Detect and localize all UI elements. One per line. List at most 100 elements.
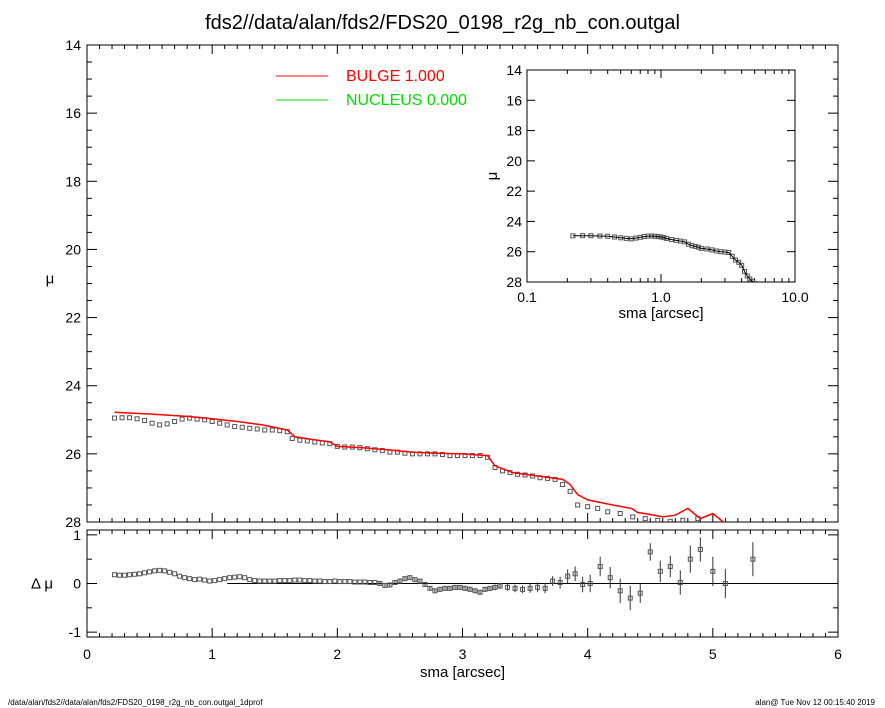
residual-point [347,579,353,585]
residual-point [467,586,473,592]
residual-point [127,572,133,578]
residual-point [167,569,173,575]
residual-point [422,581,428,587]
x-tick-label: 0 [83,646,91,662]
data-point [560,482,566,488]
inset-y-axis-label: μ [484,172,501,181]
data-point [667,518,673,522]
residual-point [557,580,563,586]
inset-data-point [744,273,750,279]
residual-point [710,568,716,574]
residual-point [397,578,403,584]
residual-point [412,577,418,583]
residual-point [487,585,493,591]
inset-y-tick-label: 14 [506,62,522,78]
inset-x-tick-label: 1.0 [651,289,671,305]
data-point [605,509,611,515]
residual-y-axis-label: Δ μ [31,576,53,593]
residual-point [312,578,318,584]
x-tick-label: 3 [459,646,467,662]
residual-point [192,577,198,583]
residual-point [242,575,248,581]
inset-data-point [739,262,745,268]
inset-data-point [742,268,748,274]
x-tick-label: 6 [834,646,842,662]
residual-point [432,588,438,594]
data-point [585,504,591,510]
data-point [157,422,163,428]
footer-right: alan@ Tue Nov 12 00:15:40 2019 [755,698,875,707]
residual-point [132,571,138,577]
residual-point [647,549,653,555]
inset-y-tick-label: 18 [506,123,522,139]
residual-point [457,584,463,590]
residual-point [297,577,303,583]
data-point [134,416,140,422]
y-tick-label: 0 [73,576,81,592]
y-tick-label: 28 [65,514,81,530]
inset-x-axis-label: sma [arcsec] [618,305,703,322]
residual-point [437,586,443,592]
residual-point [497,583,503,589]
inset-y-tick-label: 28 [506,274,522,290]
data-point [470,453,476,459]
y-tick-label: 20 [65,241,81,257]
data-point [179,416,185,422]
residual-point [222,576,228,582]
residual-point [572,571,578,577]
inset-data-point [752,281,758,282]
data-point [232,424,238,430]
y-tick-label: 14 [65,37,81,53]
title: fds2//data/alan/fds2/FDS20_0198_r2g_nb_c… [205,12,680,34]
residual-point [627,595,633,601]
residual-point [282,578,288,584]
data-point [655,517,661,522]
inset-y-tick-label: 22 [506,183,522,199]
residual-point [607,575,613,581]
residual-point [307,578,313,584]
residual-point [232,574,238,580]
residual-point [152,568,158,574]
inset-y-tick-label: 24 [506,213,522,229]
residual-point [372,580,378,586]
residual-point [202,577,208,583]
residual-point [587,581,593,586]
data-point [254,426,260,432]
data-point [269,427,275,433]
residual-point [292,577,298,583]
residual-point [667,563,673,569]
data-point [297,437,303,443]
residual-point [722,581,728,586]
residual-point [357,579,363,585]
inset-y-tick-label: 20 [506,153,522,169]
residual-point [750,556,756,562]
residual-point [407,575,413,581]
data-point [209,418,215,424]
residual-point [287,578,293,584]
residual-point [427,585,433,591]
data-point [164,421,170,427]
y-tick-label: 26 [65,446,81,462]
residual-point [302,578,308,584]
residual-point [492,584,498,590]
y-tick-label: 22 [65,310,81,326]
residual-point [162,568,168,574]
data-point [642,516,648,522]
y-tick-label: -1 [69,624,82,640]
residual-point [447,585,453,591]
residual-point [657,568,663,574]
residual-point [382,582,388,588]
residual-point [637,590,643,596]
data-point [262,427,268,433]
residual-point [580,581,586,587]
y-tick-label: 1 [73,527,81,543]
residual-point [527,585,533,591]
residual-point [267,578,273,584]
data-point [424,451,430,457]
inset-data-point [729,253,735,259]
residual-point [252,578,258,584]
residual-point [367,580,373,586]
residual-point [197,576,203,582]
y-tick-label: 18 [65,173,81,189]
